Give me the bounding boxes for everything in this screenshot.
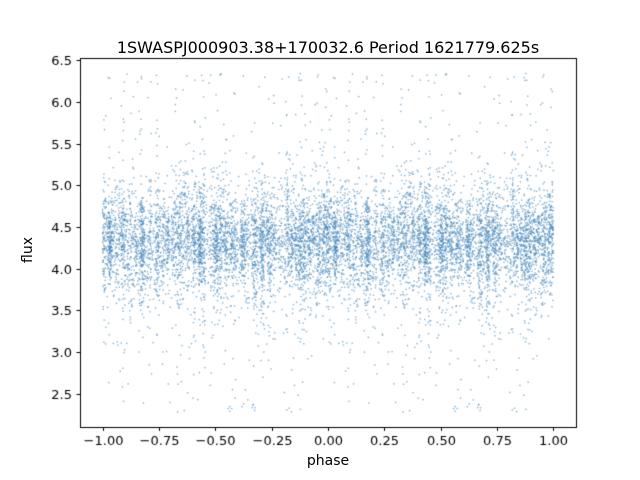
y-axis-label: flux: [20, 237, 36, 263]
x-axis-label: phase: [306, 453, 350, 469]
chart-title: 1SWASPJ000903.38+170032.6 Period 1621779…: [116, 38, 540, 57]
